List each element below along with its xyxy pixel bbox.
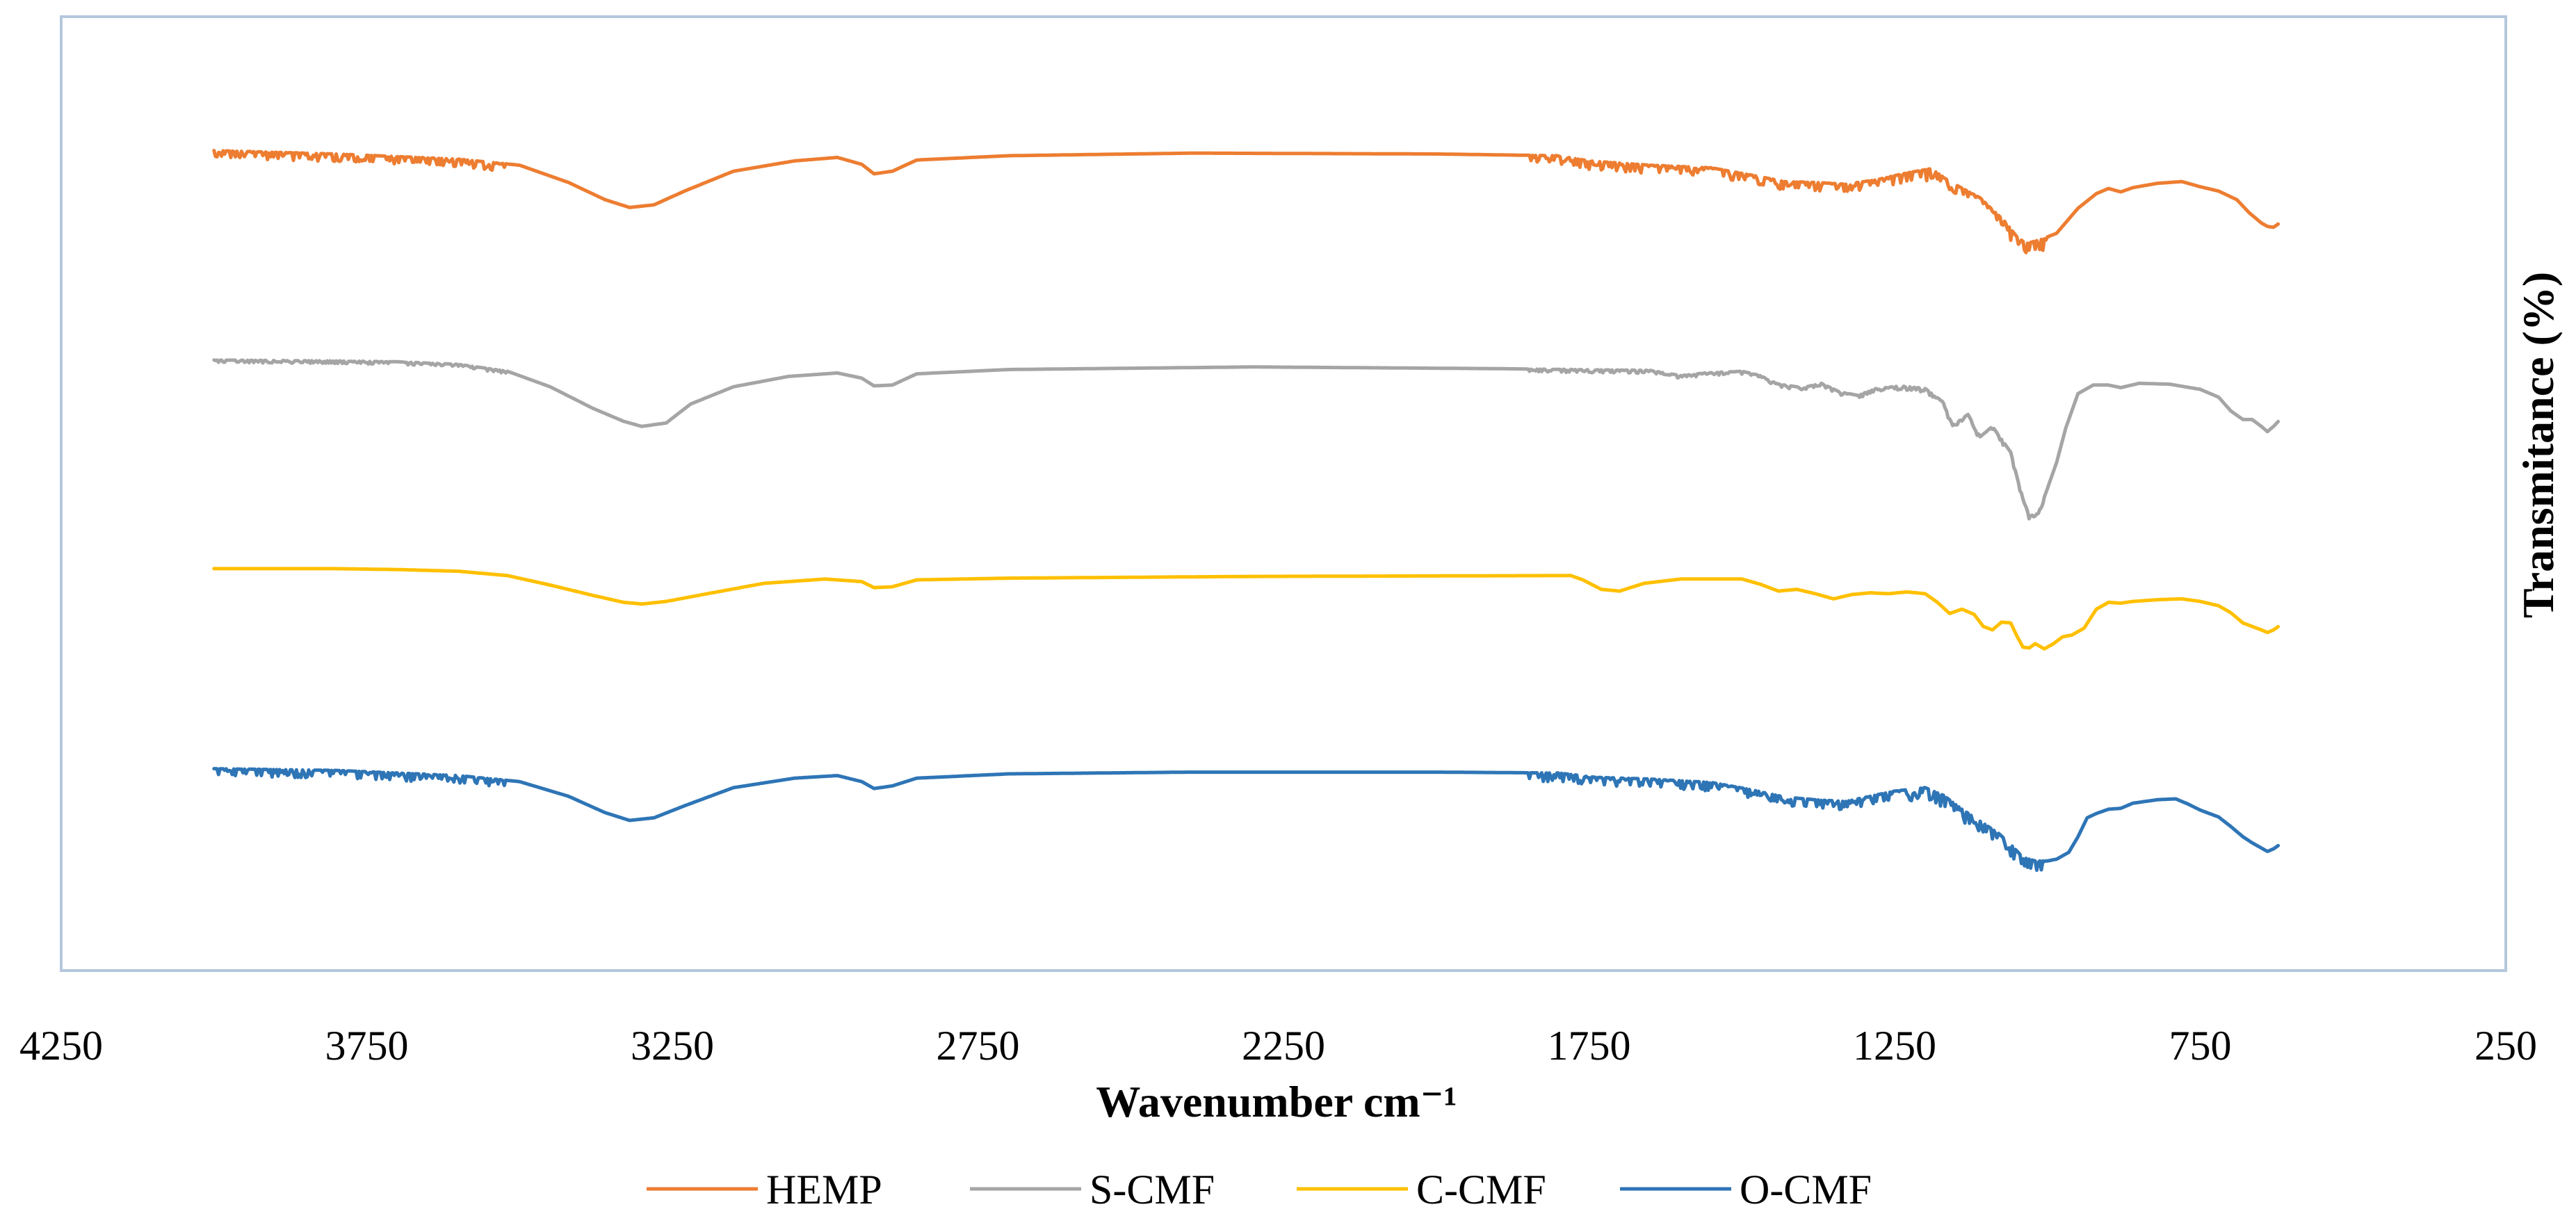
legend-item-s-cmf: S-CMF	[970, 1167, 1215, 1213]
legend-label: C-CMF	[1416, 1167, 1546, 1213]
x-tick-label: 3250	[631, 1023, 714, 1069]
x-tick-label: 1250	[1853, 1023, 1936, 1069]
x-tick-label: 1750	[1548, 1023, 1631, 1069]
x-axis-ticks: 4250 3750 3250 2750 2250 1750 1250 750 250	[19, 1023, 2537, 1069]
legend-item-c-cmf: C-CMF	[1297, 1167, 1546, 1213]
x-axis-title: Wavenumber cm⁻¹	[1096, 1077, 1457, 1126]
series-line-s-cmf	[212, 358, 2281, 521]
x-tick-label: 2750	[937, 1023, 1020, 1069]
x-tick-label: 2250	[1242, 1023, 1325, 1069]
plot-area-border	[60, 15, 2507, 972]
series-line-hemp	[212, 149, 2281, 254]
legend-item-hemp: HEMP	[647, 1167, 882, 1213]
x-tick-label: 750	[2169, 1023, 2232, 1069]
legend-item-o-cmf: O-CMF	[1620, 1167, 1872, 1213]
x-tick-label: 4250	[19, 1023, 103, 1069]
legend-label: S-CMF	[1089, 1167, 1215, 1213]
series-line-c-cmf	[212, 567, 2281, 651]
x-tick-label: 250	[2474, 1023, 2537, 1069]
x-tick-label: 3750	[325, 1023, 409, 1069]
legend-label: HEMP	[766, 1167, 882, 1213]
legend-label: O-CMF	[1740, 1167, 1872, 1213]
y-axis-title: Transmitance (%)	[2513, 272, 2563, 618]
legend: HEMP S-CMF C-CMF O-CMF	[647, 1167, 1872, 1213]
series-layer	[212, 149, 2281, 873]
series-line-o-cmf	[212, 767, 2281, 873]
